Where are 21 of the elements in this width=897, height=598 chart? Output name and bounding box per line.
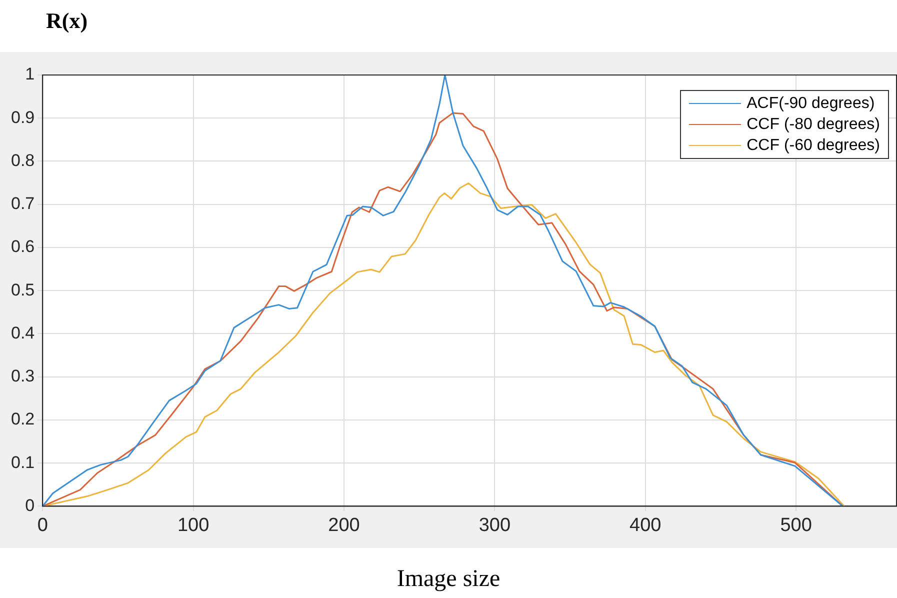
legend-label: CCF (-60 degrees) — [746, 136, 880, 154]
x-axis-title: Image size — [396, 566, 502, 593]
x-tick-label: 500 — [780, 514, 812, 536]
legend-label: ACF(-90 degrees) — [746, 94, 875, 112]
y-tick-label: 0.2 — [10, 410, 35, 429]
y-tick-label: 0.3 — [10, 366, 35, 386]
x-tick-label: 200 — [328, 514, 360, 536]
chart-title: R(x) — [46, 8, 88, 34]
y-tick-label: 0.9 — [10, 108, 35, 127]
y-tick-label: 0 — [25, 496, 35, 515]
y-tick-label: 0.5 — [10, 280, 35, 300]
y-tick-label: 0.1 — [10, 452, 35, 472]
y-tick-label: 0.6 — [10, 237, 35, 256]
y-tick-label: 0.8 — [10, 150, 35, 170]
x-tick-label: 300 — [478, 514, 511, 536]
x-tick-label: 100 — [177, 514, 210, 536]
y-tick-label: 0.4 — [10, 323, 35, 342]
y-tick-label: 0.7 — [10, 194, 35, 214]
legend-label: CCF (-80 degrees) — [746, 116, 880, 134]
x-tick-label: 400 — [630, 514, 662, 536]
y-tick-label: 1 — [25, 64, 35, 84]
